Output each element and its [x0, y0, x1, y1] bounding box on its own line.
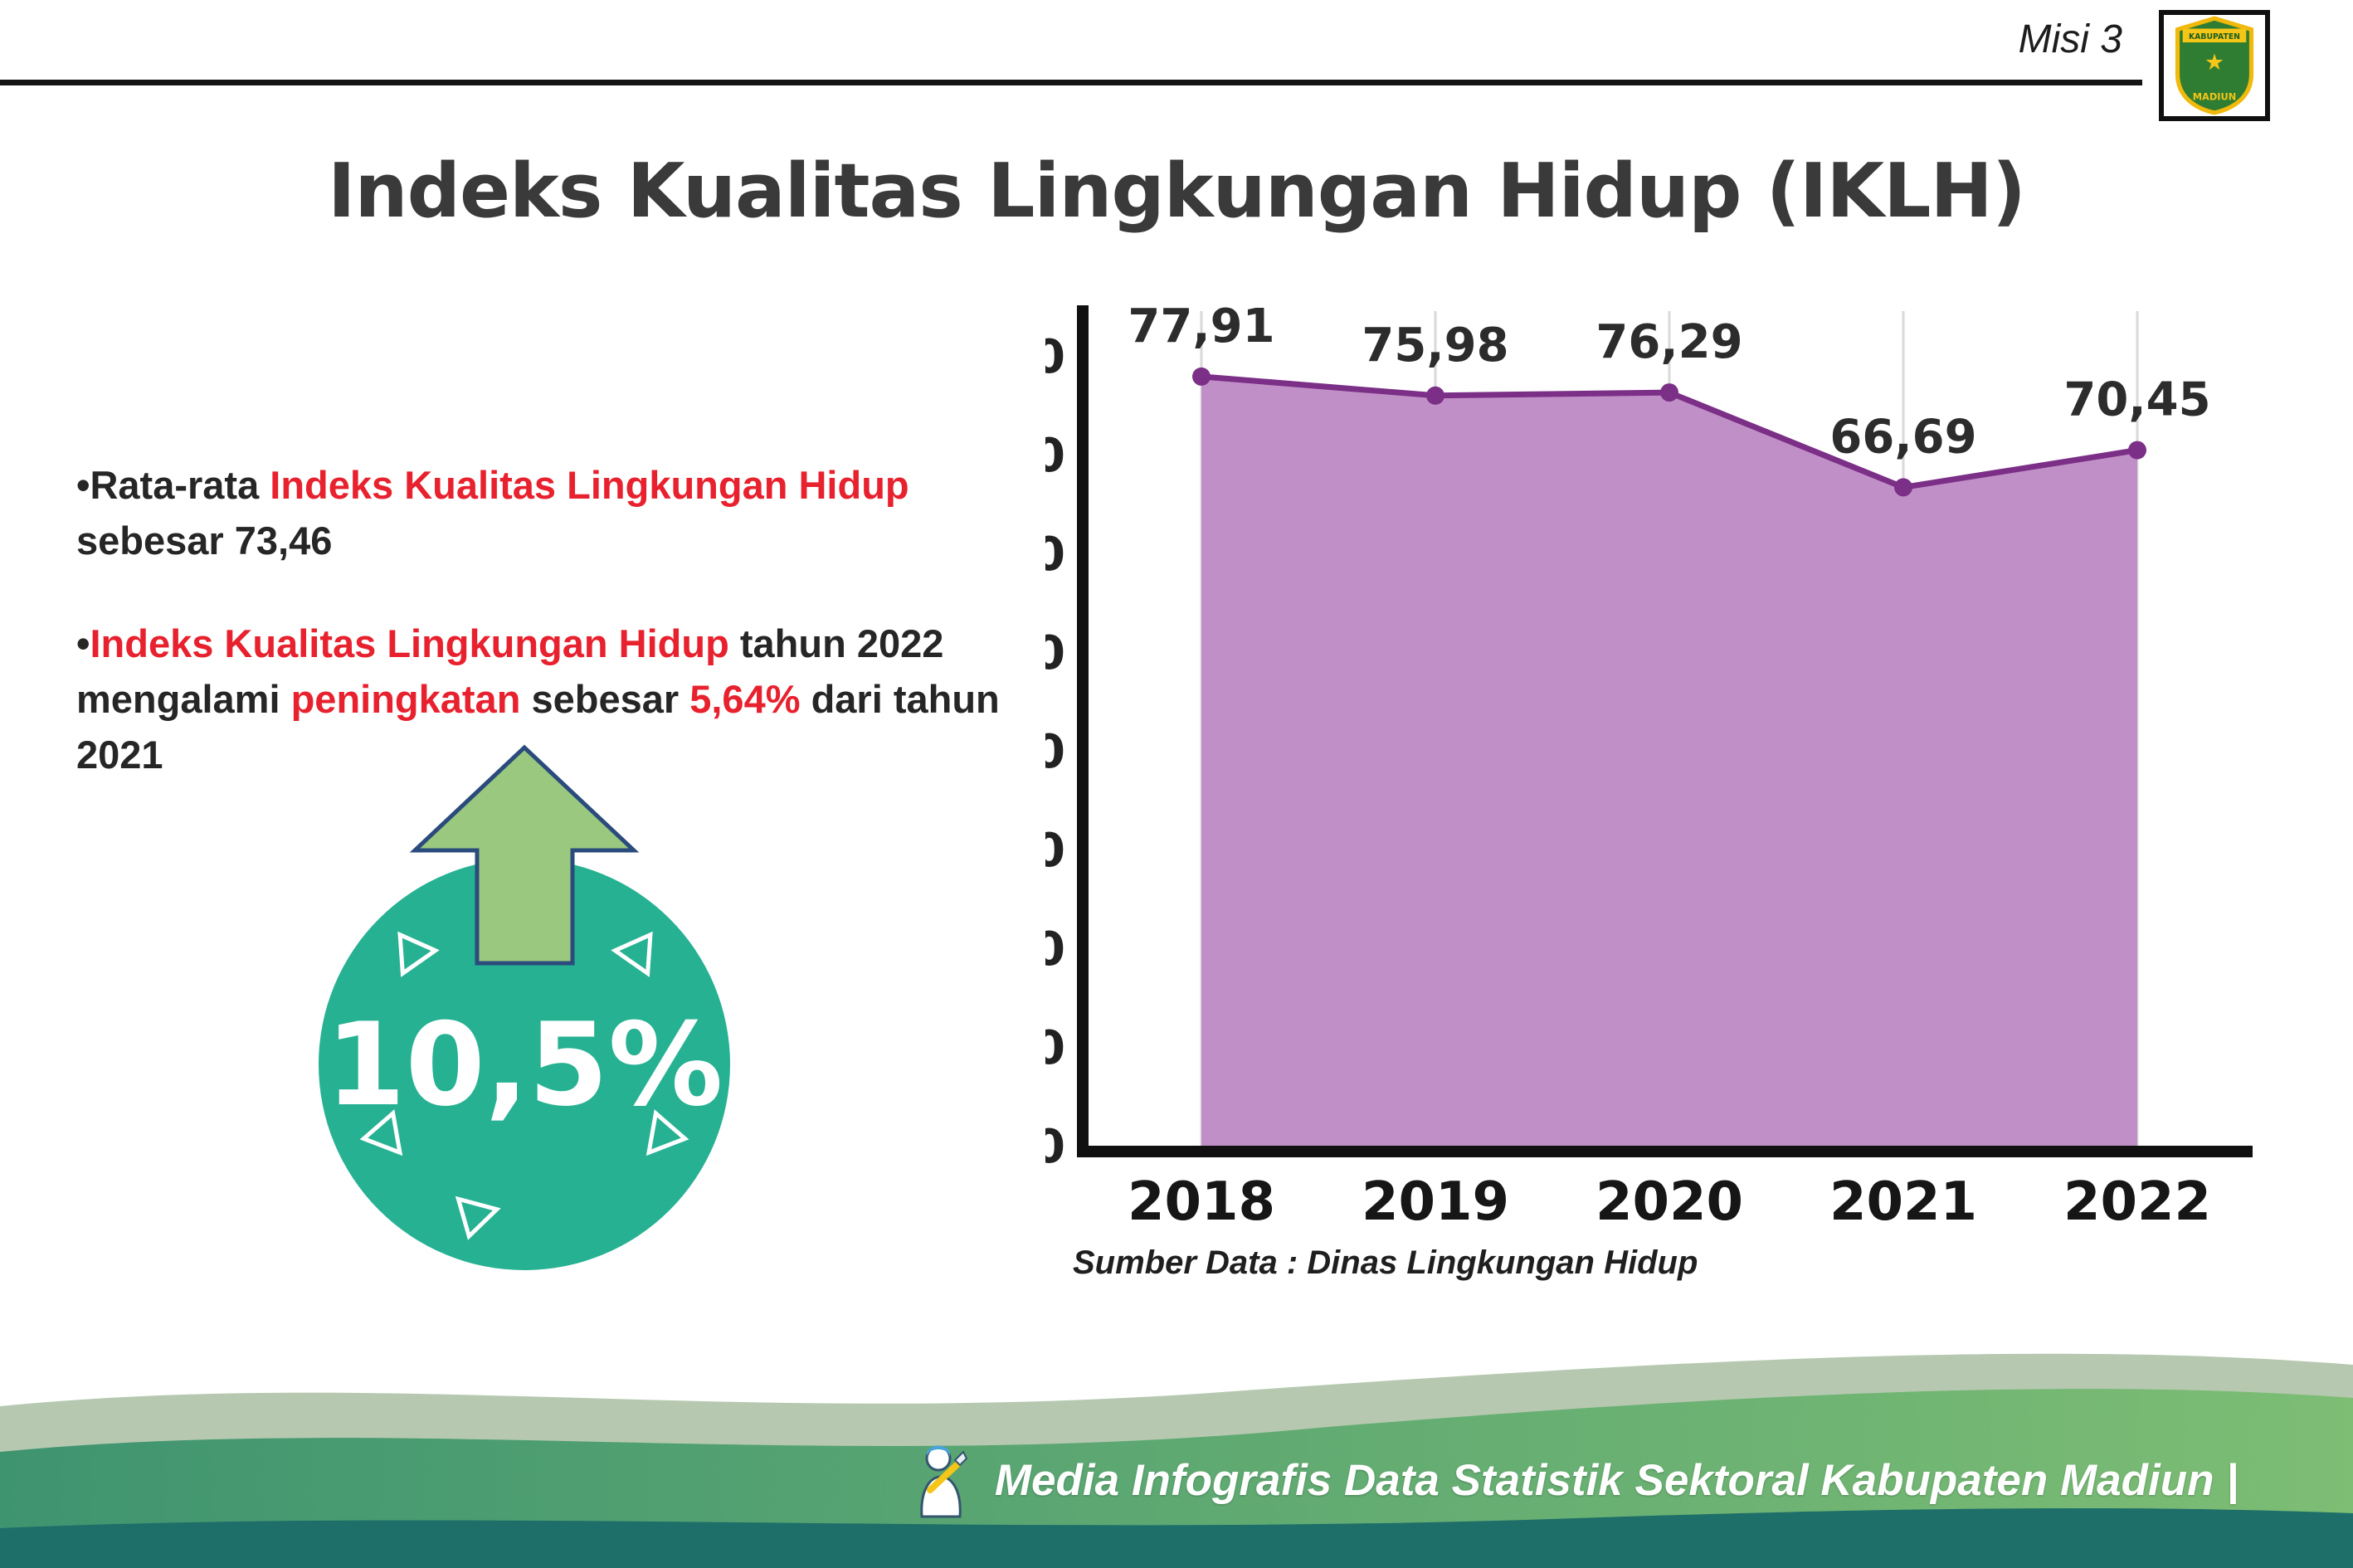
bullet-text: tahun 2022 mengalami	[76, 621, 944, 722]
badge-triangle-decorations	[359, 931, 689, 1240]
y-axis-label: 30	[1045, 824, 1065, 878]
bullet-marker: •	[76, 621, 90, 666]
bullet-text: sebesar	[520, 677, 690, 722]
page-title: Indeks Kualitas Lingkungan Hidup (IKLH)	[328, 148, 2026, 236]
up-arrow-icon	[409, 744, 640, 966]
misi-label: Misi 3	[2018, 17, 2122, 61]
logo-bottom-text: MADIUN	[2193, 90, 2236, 102]
bullet-text: sebesar 73,46	[76, 518, 333, 562]
bullet-text-highlight: Indeks Kualitas Lingkungan Hidup	[270, 463, 909, 507]
y-axis-label: 80	[1045, 330, 1065, 384]
y-axis	[1077, 305, 1089, 1157]
footer-waves	[0, 1353, 2353, 1568]
crest-icon: KABUPATEN ★ MADIUN	[2175, 16, 2254, 115]
x-axis-label: 2019	[1362, 1171, 1509, 1233]
y-axis-label: 70	[1045, 429, 1065, 483]
value-label: 77,91	[1128, 299, 1274, 353]
increase-badge: 10,5%	[319, 744, 730, 1270]
iklh-area-chart: 77,91 75,98 76,29 66,69 70,45 0 10 20 30 40 50 60 70…	[1045, 299, 2253, 1233]
data-source-note: Sumber Data : Dinas Lingkungan Hidup	[1073, 1244, 1698, 1281]
svg-text:★: ★	[2204, 50, 2224, 75]
x-axis-label: 2020	[1595, 1171, 1743, 1233]
x-axis	[1077, 1146, 2253, 1157]
y-axis-label: 20	[1045, 923, 1065, 976]
data-point	[1894, 478, 1912, 497]
x-axis-label: 2018	[1128, 1171, 1275, 1233]
mascot-icon	[920, 1445, 968, 1518]
y-axis-label: 0	[1045, 1120, 1065, 1174]
data-point	[1426, 386, 1444, 405]
value-label: 75,98	[1362, 319, 1508, 373]
footer-text: Media Infografis Data Statistik Sektoral…	[994, 1455, 2239, 1505]
bullet-list: •Rata-rata Indeks Kualitas Lingkungan Hi…	[76, 458, 1039, 831]
value-label: 70,45	[2063, 373, 2210, 427]
bullet-text-highlight: peningkatan	[290, 677, 521, 722]
data-point	[1660, 383, 1678, 402]
bullet-text-highlight: 5,64%	[689, 677, 801, 722]
y-axis-label: 40	[1045, 725, 1065, 779]
logo-top-text: KABUPATEN	[2189, 32, 2240, 41]
y-axis-label: 50	[1045, 626, 1065, 680]
bullet-text-highlight: Indeks Kualitas Lingkungan Hidup	[90, 621, 729, 666]
y-axis-label: 10	[1045, 1021, 1065, 1075]
value-label: 76,29	[1595, 315, 1742, 369]
data-point	[1192, 367, 1211, 386]
x-axis-label: 2022	[2063, 1171, 2211, 1233]
bullet-rata-rata: •Rata-rata Indeks Kualitas Lingkungan Hi…	[76, 458, 1039, 568]
bullet-text: Rata-rata	[90, 463, 270, 507]
bullet-marker: •	[76, 463, 90, 507]
header-rule	[0, 80, 2142, 85]
badge-value: 10,5%	[326, 998, 723, 1132]
value-label: 66,69	[1829, 410, 1976, 464]
bullet-text: dari tahun 2021	[76, 677, 1000, 777]
bullet-peningkatan: •Indeks Kualitas Lingkungan Hidup tahun …	[76, 616, 1039, 782]
footer-wave-dark	[0, 1507, 2353, 1568]
area-fill	[1201, 376, 2137, 1146]
footer-credit: Media Infografis Data Statistik Sektoral…	[905, 1440, 2239, 1520]
x-axis-label: 2021	[1829, 1171, 1977, 1233]
kabupaten-madiun-logo: KABUPATEN ★ MADIUN	[2159, 10, 2270, 121]
y-axis-label: 60	[1045, 528, 1065, 582]
data-point	[2128, 441, 2146, 460]
